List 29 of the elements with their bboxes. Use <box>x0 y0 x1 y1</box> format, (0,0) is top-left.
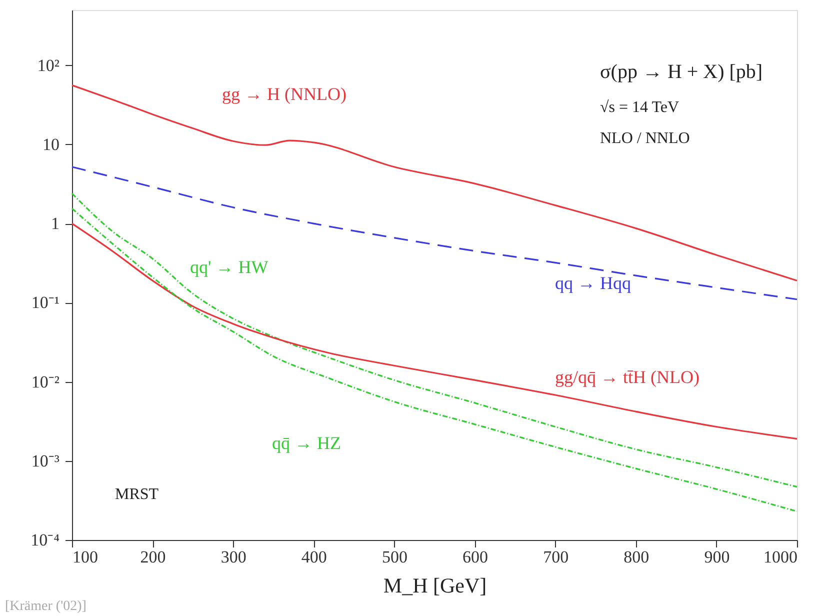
y-tick-label: 10⁻³ <box>31 451 60 470</box>
x-tick-label: 700 <box>543 548 569 566</box>
y-tick-label: 10⁻¹ <box>31 293 60 312</box>
x-tick-label: 500 <box>382 548 408 566</box>
y-tick-label: 10⁻² <box>31 372 60 392</box>
series-label: qq' → HW <box>190 257 268 277</box>
y-tick-label: 10 <box>42 134 60 154</box>
x-tick-label: 600 <box>462 548 488 566</box>
annotation: NLO / NNLO <box>600 130 690 147</box>
annotation: √s = 14 TeV <box>600 99 680 116</box>
y-tick-label: 1 <box>51 214 60 234</box>
line-series <box>71 166 798 300</box>
annotation: σ(pp → H + X) [pb] <box>600 61 763 83</box>
series-label: qq → Hqq <box>555 273 631 293</box>
x-tick-label: 200 <box>140 548 166 566</box>
x-tick-label: 900 <box>704 548 730 566</box>
x-tick-label: 100 <box>72 548 98 566</box>
x-tick-label: 1000 <box>764 548 798 566</box>
text: qq̄ → HZ <box>272 433 341 453</box>
x-axis-title: M_H [GeV] <box>383 574 487 598</box>
x-tick-label: 800 <box>624 548 650 566</box>
text: [Krämer ('02)] <box>5 599 86 614</box>
y-tick-label: 10⁻⁴ <box>30 530 60 550</box>
series-label: gg/qq̄ → tt̄H (NLO) <box>555 367 700 387</box>
x-tick-label: 400 <box>301 548 327 566</box>
y-tick-label: 10² <box>37 56 60 75</box>
annotation: MRST <box>115 486 159 503</box>
x-tick-label: 300 <box>220 548 246 566</box>
series-label: gg → H (NNLO) <box>222 84 346 104</box>
